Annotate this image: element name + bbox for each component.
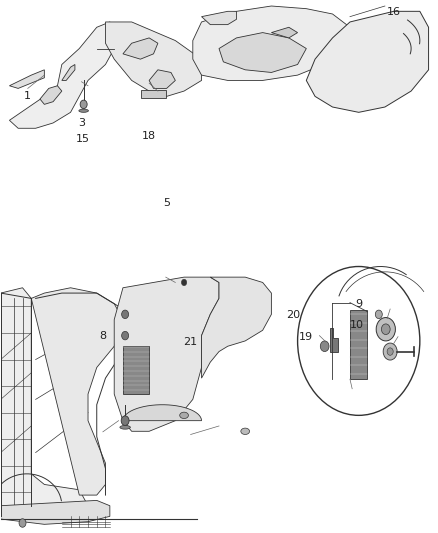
Ellipse shape xyxy=(180,412,188,418)
Ellipse shape xyxy=(241,428,250,434)
Polygon shape xyxy=(193,6,350,80)
Polygon shape xyxy=(31,288,123,495)
Circle shape xyxy=(376,318,396,341)
Polygon shape xyxy=(330,328,338,352)
Polygon shape xyxy=(201,277,272,378)
Polygon shape xyxy=(10,70,44,88)
Polygon shape xyxy=(123,405,201,421)
Circle shape xyxy=(375,310,382,319)
Circle shape xyxy=(381,324,390,335)
Text: 9: 9 xyxy=(355,298,362,309)
Polygon shape xyxy=(123,38,158,59)
FancyBboxPatch shape xyxy=(141,90,166,98)
Text: 15: 15 xyxy=(76,134,90,144)
Circle shape xyxy=(121,416,129,425)
Polygon shape xyxy=(1,288,88,516)
Text: 18: 18 xyxy=(142,131,156,141)
Polygon shape xyxy=(123,346,149,394)
Text: 19: 19 xyxy=(299,332,313,342)
Polygon shape xyxy=(1,500,110,524)
Polygon shape xyxy=(219,33,306,72)
Text: 8: 8 xyxy=(100,330,107,341)
Polygon shape xyxy=(106,22,201,96)
Polygon shape xyxy=(306,11,428,112)
Text: 5: 5 xyxy=(163,198,170,208)
Circle shape xyxy=(320,341,329,352)
Text: 3: 3 xyxy=(78,118,85,128)
Ellipse shape xyxy=(79,109,88,112)
Text: 10: 10 xyxy=(350,320,364,330)
Text: 16: 16 xyxy=(387,7,401,18)
Text: 20: 20 xyxy=(286,310,300,320)
Polygon shape xyxy=(62,64,75,80)
Polygon shape xyxy=(40,86,62,104)
Text: 21: 21 xyxy=(184,337,198,347)
Circle shape xyxy=(383,343,397,360)
Bar xyxy=(350,310,367,379)
Circle shape xyxy=(122,332,129,340)
Ellipse shape xyxy=(120,425,131,429)
Polygon shape xyxy=(114,277,219,431)
Circle shape xyxy=(19,519,26,527)
Circle shape xyxy=(181,279,187,286)
Circle shape xyxy=(122,310,129,319)
Circle shape xyxy=(387,348,393,356)
Polygon shape xyxy=(10,22,114,128)
Polygon shape xyxy=(149,70,175,88)
Circle shape xyxy=(297,266,420,415)
Text: 1: 1 xyxy=(23,91,30,101)
Circle shape xyxy=(80,100,87,109)
Polygon shape xyxy=(201,11,237,25)
Polygon shape xyxy=(272,27,297,38)
